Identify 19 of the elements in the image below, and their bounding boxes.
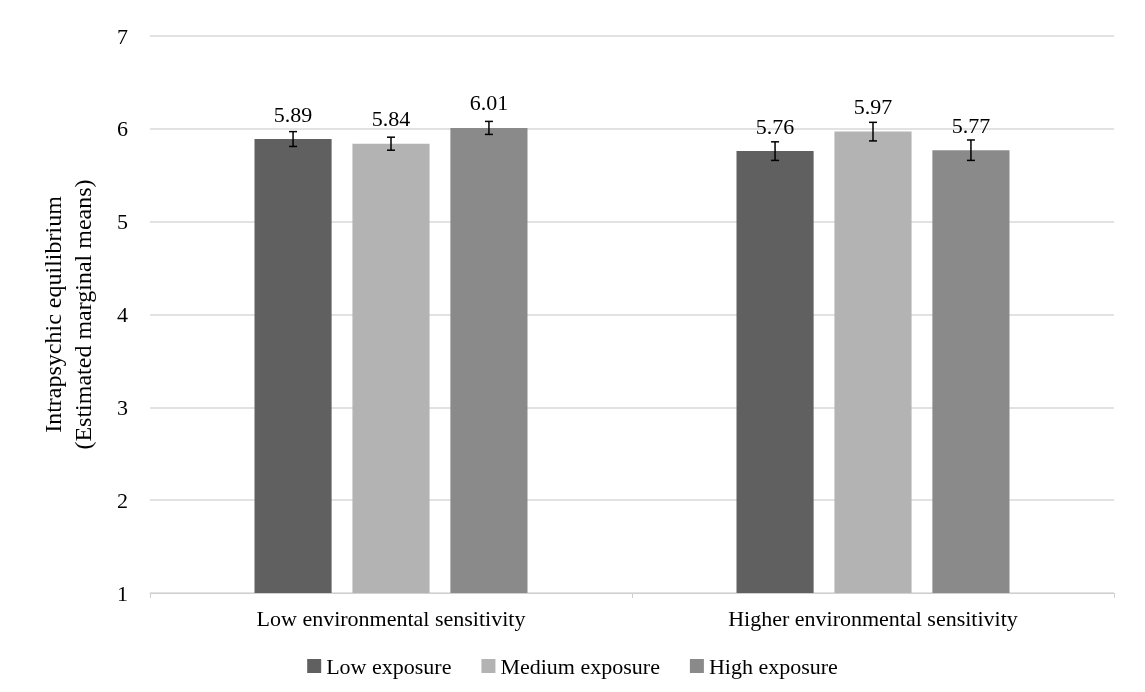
x-tick-label: Higher environmental sensitivity	[728, 605, 1018, 631]
y-tick-label: 6	[117, 116, 128, 142]
data-label: 5.76	[755, 113, 795, 139]
data-label: 5.89	[273, 101, 313, 127]
y-tick-label: 1	[117, 580, 128, 606]
y-tick-label: 4	[117, 302, 128, 327]
y-axis-title: Intrapsychic equilibrium (Estimated marginal means)	[40, 179, 96, 450]
data-label: 6.01	[469, 90, 509, 116]
data-label: 5.84	[371, 106, 411, 132]
legend-label: Medium exposure	[500, 653, 660, 679]
legend-label: High exposure	[708, 653, 838, 679]
data-label: 5.97	[853, 94, 893, 120]
data-label: 5.77	[951, 112, 991, 138]
y-tick-label: 5	[117, 209, 128, 235]
y-tick-label: 3	[117, 394, 128, 420]
x-tick-label: Low environmental sensitivity	[256, 605, 526, 631]
legend-label: Low exposure	[326, 653, 452, 679]
y-tick-label: 2	[117, 487, 128, 513]
y-tick-label: 7	[117, 23, 128, 49]
